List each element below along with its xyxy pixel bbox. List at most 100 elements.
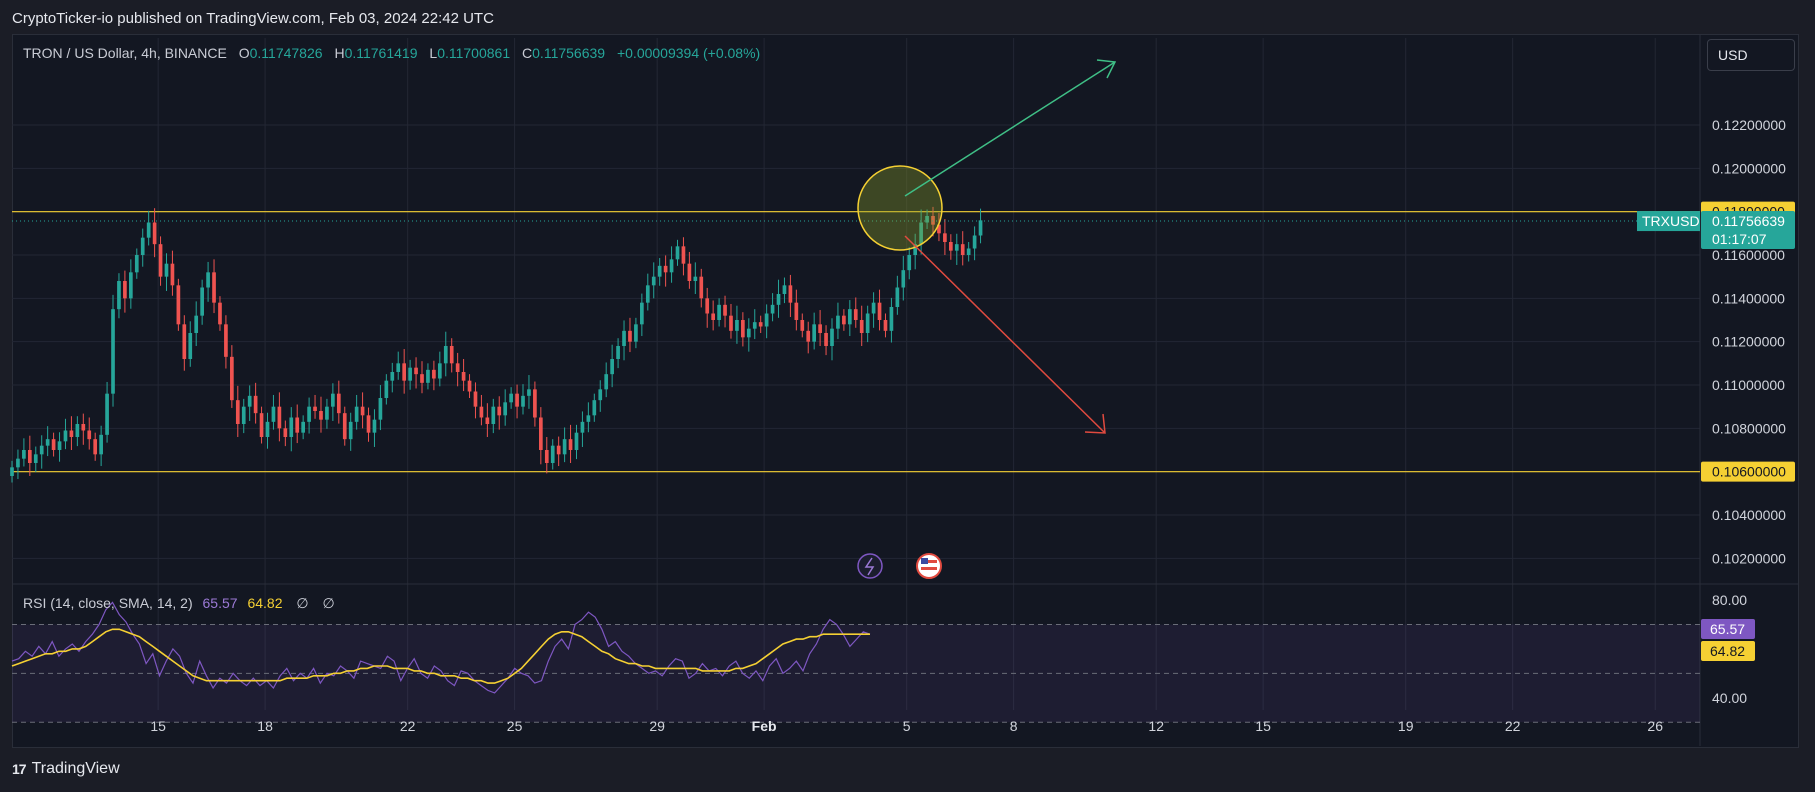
candle-body — [705, 298, 710, 314]
candle-body — [913, 244, 918, 255]
bearish-arrow-head — [1084, 413, 1106, 434]
candle-body — [449, 346, 454, 364]
us-flag-event-icon — [916, 553, 942, 579]
candle-body — [616, 346, 620, 359]
high-value: 0.11761419 — [344, 45, 418, 61]
time-axis-label: 25 — [507, 718, 523, 734]
time-axis-label: 19 — [1398, 718, 1414, 734]
rsi-axis-label: 40.00 — [1712, 690, 1747, 706]
candle-body — [158, 244, 163, 277]
candle-body — [39, 445, 44, 455]
candle-body — [414, 367, 418, 375]
candle-body — [943, 233, 947, 242]
flag-canton-icon — [921, 558, 928, 564]
candle-body — [871, 302, 876, 314]
candle-body — [574, 432, 579, 450]
rsi-value-tag — [1701, 641, 1755, 661]
candle-body — [592, 400, 597, 416]
candle-body — [289, 417, 294, 437]
last-price-label: 0.11756639 — [1712, 213, 1785, 229]
candle-body — [241, 406, 246, 424]
candle-body — [782, 285, 787, 294]
candle-body — [319, 411, 323, 420]
candle-body — [948, 242, 953, 251]
candle-body — [200, 287, 204, 316]
candle-body — [634, 324, 638, 342]
candle-body — [182, 324, 187, 359]
candle-body — [295, 417, 300, 433]
rsi-label: RSI (14, close, SMA, 14, 2) — [23, 595, 193, 611]
candle-body — [788, 285, 793, 303]
candle-body — [235, 400, 240, 424]
candle-body — [978, 220, 983, 236]
chart-frame[interactable] — [12, 34, 1799, 748]
candle-body — [527, 389, 531, 396]
candle-body — [491, 406, 496, 424]
candle-body — [69, 430, 74, 437]
candle-body — [51, 439, 56, 450]
candle-body — [307, 406, 311, 422]
time-axis-label: 15 — [1255, 718, 1271, 734]
highlight-circle — [857, 165, 943, 251]
candle-body — [598, 389, 603, 401]
candle-body — [711, 313, 715, 320]
candle-body — [794, 302, 799, 320]
candle-body — [568, 439, 573, 450]
candle-body — [586, 415, 591, 422]
low-value: 0.11700861 — [437, 45, 511, 61]
candle-body — [735, 320, 739, 331]
level-price-tag — [1701, 461, 1795, 482]
candle-body — [741, 320, 745, 338]
time-axis-label: 26 — [1647, 718, 1663, 734]
time-axis-label: 8 — [1010, 718, 1018, 734]
candle-body — [847, 309, 852, 325]
footer-brand[interactable]: TradingView — [31, 760, 120, 777]
candle-body — [271, 406, 276, 422]
close-label: C — [522, 45, 533, 61]
rsi-legend: RSI (14, close, SMA, 14, 2) 65.57 64.82 … — [23, 595, 335, 612]
time-axis-label: Feb — [752, 718, 777, 734]
rsi-value-tag-label: 64.82 — [1710, 643, 1745, 659]
candle-body — [544, 450, 549, 463]
candle-body — [473, 391, 478, 407]
candle-body — [824, 333, 828, 346]
candle-body — [604, 374, 609, 390]
candle-body — [194, 315, 199, 333]
candle-body — [342, 413, 347, 440]
candle-body — [812, 324, 817, 342]
candle-body — [610, 359, 614, 375]
candle-body — [360, 406, 365, 416]
candle-body — [408, 367, 412, 381]
candle-body — [865, 313, 870, 333]
symbol-legend: TRON / US Dollar, 4h, BINANCE O0.1174782… — [23, 45, 760, 61]
candle-body — [467, 380, 472, 392]
candle-body — [954, 244, 959, 251]
candle-body — [657, 265, 662, 277]
price-axis-label: 0.11200000 — [1712, 334, 1785, 350]
published-header: CryptoTicker-io published on TradingView… — [12, 10, 494, 27]
price-axis-label: 0.12200000 — [1712, 117, 1786, 133]
time-axis-label: 12 — [1148, 718, 1164, 734]
candle-body — [390, 372, 395, 381]
candle-body — [723, 304, 727, 316]
candle-body — [907, 255, 912, 271]
candle-body — [889, 307, 894, 331]
candle-body — [901, 270, 906, 288]
candle-body — [776, 294, 781, 305]
candle-body — [75, 424, 80, 437]
candle-body — [313, 406, 317, 411]
currency-button[interactable]: USD — [1707, 39, 1795, 71]
candle-body — [348, 421, 353, 440]
candle-body — [503, 402, 508, 416]
candle-body — [485, 417, 490, 424]
time-axis-label: 15 — [150, 718, 166, 734]
candle-body — [437, 363, 442, 379]
candle-body — [622, 330, 626, 346]
price-axis-label: 0.11000000 — [1712, 377, 1785, 393]
candle-body — [717, 304, 721, 320]
candle-body — [693, 276, 698, 281]
candle-body — [259, 413, 264, 437]
candle-body — [729, 315, 733, 331]
candle-body — [93, 439, 98, 455]
